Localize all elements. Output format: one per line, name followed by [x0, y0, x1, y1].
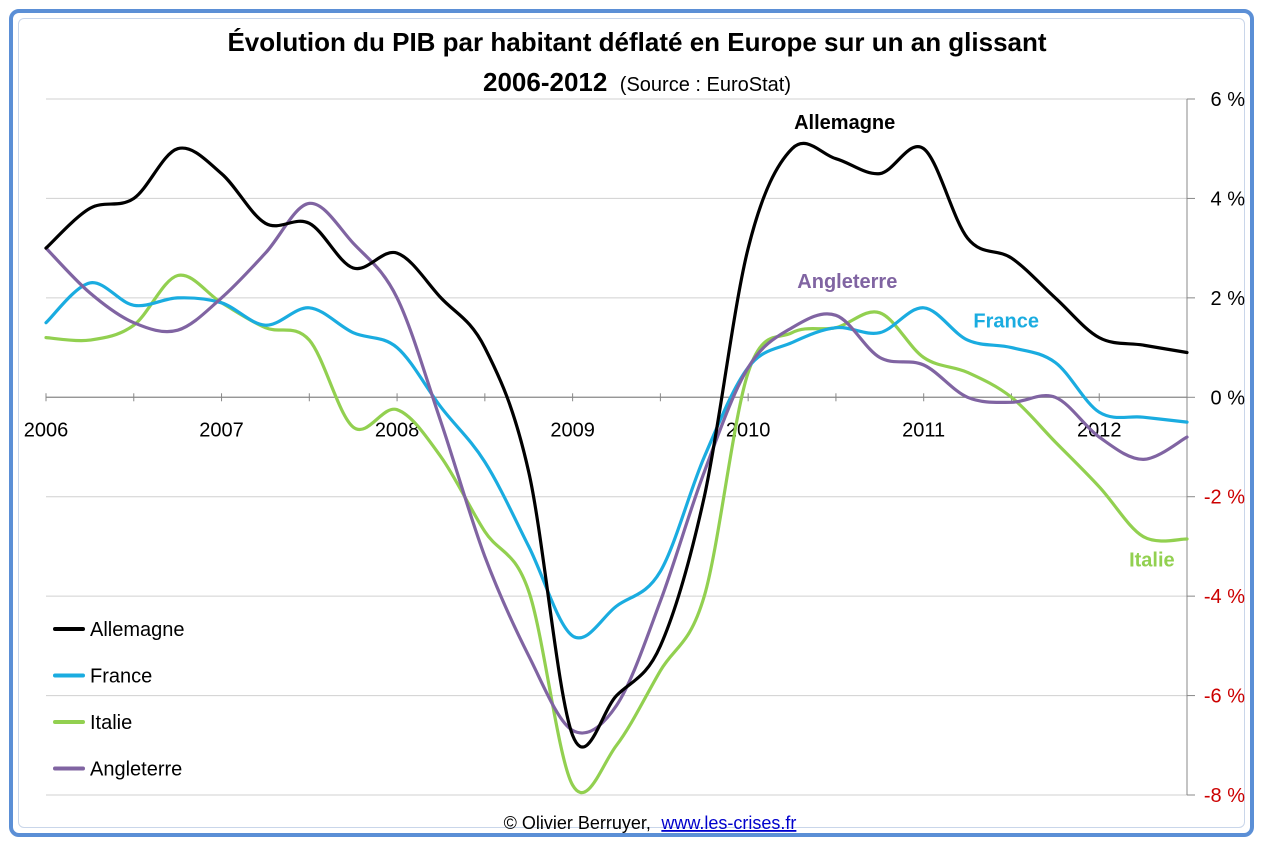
y-tick-label: -2 % — [1204, 487, 1245, 509]
subtitle-source: (Source : EuroStat) — [620, 74, 791, 96]
y-tick-label: 2 % — [1211, 288, 1246, 310]
subtitle-years: 2006-2012 — [483, 67, 607, 97]
series-annotations: Allemagne France Italie Angleterre — [794, 112, 1175, 571]
series-line-allemagne — [44, 141, 1189, 749]
axes: 6 % 4 % 2 % 0 % -2 % -4 % -6 % -8 % 2006 2007 2008… — [24, 89, 1245, 807]
y-tick-label: -4 % — [1204, 586, 1245, 608]
y-tick-label: 6 % — [1211, 89, 1246, 111]
y-tick-label: -6 % — [1204, 686, 1245, 708]
series-lines — [44, 141, 1189, 795]
x-tick-label: 2007 — [199, 419, 244, 441]
x-tick-label: 2006 — [24, 419, 69, 441]
legend-label-angleterre: Angleterre — [90, 759, 182, 781]
annotation-italie: Italie — [1129, 549, 1175, 571]
y-tick-label: 0 % — [1211, 387, 1246, 409]
x-tick-label: 2009 — [550, 419, 595, 441]
legend-label-allemagne: Allemagne — [90, 619, 185, 641]
series-line-italie — [44, 273, 1189, 795]
chart-subtitle: 2006-2012 (Source : EuroStat) — [483, 67, 791, 97]
x-tick-label: 2011 — [902, 419, 945, 441]
annotation-angleterre: Angleterre — [797, 271, 897, 293]
gridlines — [46, 98, 1187, 796]
y-tick-label: -8 % — [1204, 785, 1245, 807]
chart-title: Évolution du PIB par habitant déflaté en… — [227, 27, 1046, 57]
legend: Allemagne France Italie Angleterre — [53, 619, 185, 781]
annotation-allemagne: Allemagne — [794, 112, 895, 134]
chart-inner-border — [18, 18, 1245, 828]
legend-label-italie: Italie — [90, 712, 132, 734]
credit-link[interactable]: www.les-crises.fr — [660, 813, 796, 833]
series-line-france — [44, 281, 1189, 640]
chart-frame — [9, 9, 1254, 837]
series-line-angleterre — [44, 201, 1189, 735]
credit-line: © Olivier Berruyer, www.les-crises.fr — [504, 813, 797, 833]
legend-label-france: France — [90, 666, 152, 688]
credit-text: © Olivier Berruyer, — [504, 813, 651, 833]
y-tick-label: 4 % — [1211, 188, 1246, 210]
x-tick-label: 2008 — [375, 419, 420, 441]
annotation-france: France — [973, 311, 1039, 333]
